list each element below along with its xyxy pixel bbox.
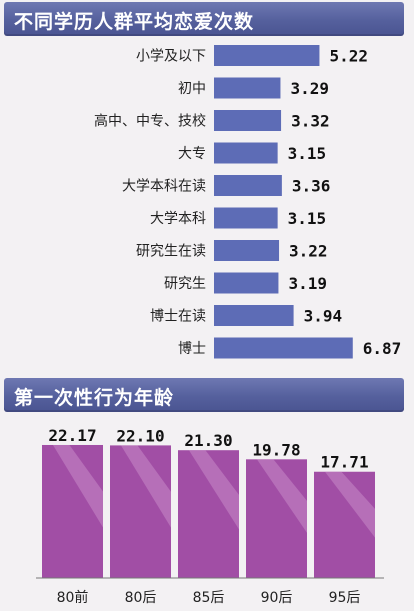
column-category-label: 90后 — [261, 590, 293, 606]
chart2-title-banner: 第一次性行为年龄 — [4, 378, 404, 412]
category-label: 研究生 — [164, 276, 206, 292]
bar — [214, 240, 280, 261]
value-label: 3.32 — [291, 112, 330, 131]
value-label: 3.19 — [288, 274, 327, 293]
bar — [214, 272, 279, 294]
chart1-title: 不同学历人群平均恋爱次数 — [14, 11, 255, 33]
column-value-label: 21.30 — [184, 431, 232, 450]
category-label: 高中、中专、技校 — [94, 113, 206, 130]
category-label: 小学及以下 — [136, 49, 206, 65]
value-label: 5.22 — [329, 47, 368, 66]
bar — [214, 175, 282, 196]
category-label: 大学本科在读 — [122, 178, 206, 195]
column-highlight — [256, 459, 307, 533]
bar — [214, 142, 278, 164]
value-label: 3.36 — [292, 177, 331, 196]
bar — [214, 207, 278, 229]
age-column-chart: 22.17 80前 22.10 80后 21.30 85后 19.78 90后 17.71 95后 — [36, 426, 384, 606]
chart2-title: 第一次性行为年龄 — [14, 387, 175, 409]
value-label: 6.87 — [363, 339, 402, 358]
chart1-title-banner: 不同学历人群平均恋爱次数 — [4, 2, 404, 36]
bar — [214, 110, 282, 131]
value-label: 3.22 — [289, 242, 328, 261]
column-value-label: 22.17 — [48, 426, 96, 445]
bar — [214, 337, 353, 359]
column-category-label: 80前 — [57, 589, 89, 606]
column-category-label: 80后 — [125, 590, 157, 606]
column-highlight — [324, 471, 375, 538]
bar — [214, 77, 281, 99]
category-label: 博士 — [178, 340, 206, 357]
column-value-label: 22.10 — [116, 426, 164, 445]
column-highlight — [188, 450, 239, 530]
value-label: 3.15 — [288, 144, 327, 163]
value-label: 3.94 — [304, 307, 343, 326]
column-category-label: 85后 — [193, 590, 225, 606]
column-category-label: 95后 — [329, 590, 361, 606]
bar — [214, 305, 294, 326]
value-label: 3.29 — [290, 79, 329, 98]
category-label: 博士在读 — [150, 308, 206, 325]
education-bar-chart: 小学及以下 5.22 初中 3.29 高中、中专、技校 3.32 大专 3.15 大学本科在读 3… — [94, 45, 402, 359]
column-value-label: 17.71 — [320, 453, 368, 472]
category-label: 研究生在读 — [136, 243, 206, 260]
category-label: 大学本科 — [150, 211, 206, 227]
column-value-label: 19.78 — [252, 440, 300, 459]
bar — [214, 45, 320, 66]
category-label: 初中 — [178, 80, 206, 97]
value-label: 3.15 — [288, 209, 327, 228]
category-label: 大专 — [178, 146, 206, 162]
